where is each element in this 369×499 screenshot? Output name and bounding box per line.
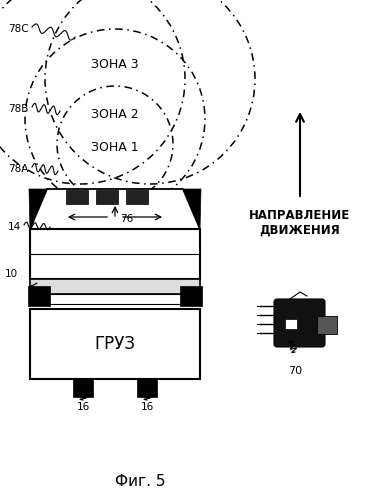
Polygon shape — [30, 189, 200, 229]
Text: 70: 70 — [288, 366, 302, 376]
Bar — [137, 379, 157, 397]
Bar — [285, 319, 297, 329]
Text: ЗОНА 1: ЗОНА 1 — [91, 141, 139, 154]
Text: 78B: 78B — [8, 104, 28, 114]
Text: ЗОНА 3: ЗОНА 3 — [91, 57, 139, 70]
Text: 10: 10 — [5, 269, 18, 279]
Text: 76: 76 — [120, 214, 133, 224]
Bar — [66, 190, 88, 204]
Text: 16: 16 — [76, 402, 90, 412]
Bar — [30, 279, 200, 294]
Text: 78С: 78С — [8, 24, 29, 34]
Text: Фиг. 5: Фиг. 5 — [115, 474, 165, 489]
Bar — [28, 286, 50, 306]
Bar — [180, 286, 202, 306]
Bar — [126, 190, 148, 204]
Bar — [30, 309, 200, 379]
Bar — [30, 294, 200, 304]
Bar — [96, 190, 118, 204]
Text: ГРУЗ: ГРУЗ — [94, 335, 135, 353]
Bar — [73, 379, 93, 397]
Polygon shape — [183, 189, 201, 229]
Text: ЗОНА 2: ЗОНА 2 — [91, 107, 139, 120]
Text: НАПРАВЛЕНИЕ
ДВИЖЕНИЯ: НАПРАВЛЕНИЕ ДВИЖЕНИЯ — [249, 209, 351, 237]
Text: 14: 14 — [8, 222, 21, 232]
Bar — [317, 316, 337, 334]
Bar — [30, 229, 200, 279]
FancyBboxPatch shape — [274, 299, 325, 347]
Text: 78А: 78А — [8, 164, 28, 174]
Text: 16: 16 — [140, 402, 154, 412]
Polygon shape — [29, 189, 47, 229]
